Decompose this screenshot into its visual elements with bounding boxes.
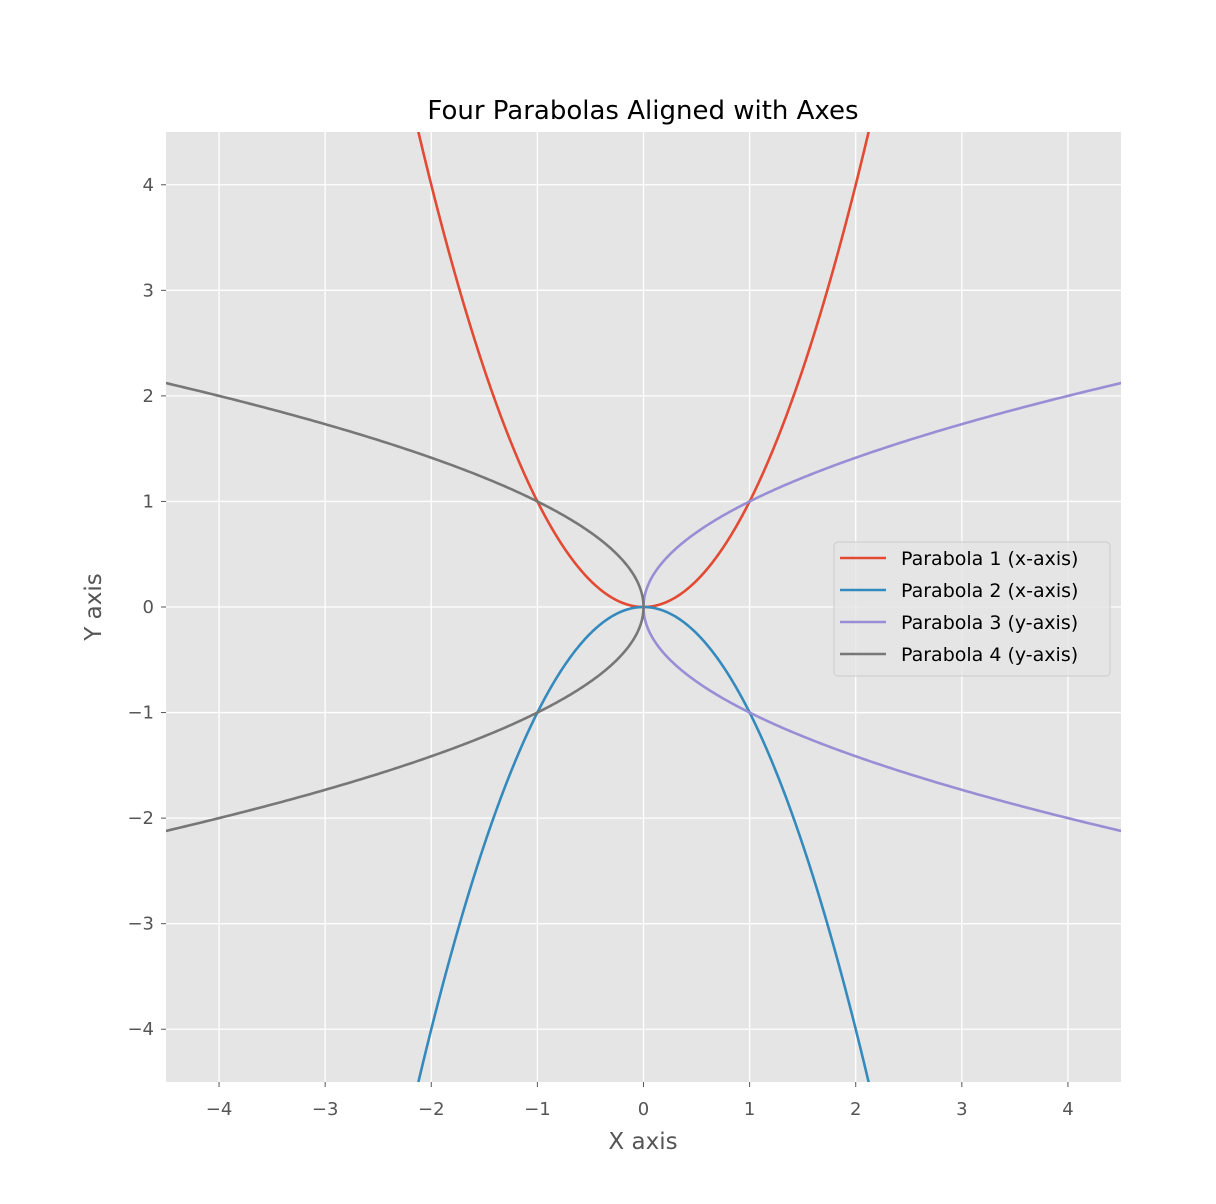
y-tick-label: −2 xyxy=(127,808,154,829)
x-tick-label: 2 xyxy=(850,1099,861,1120)
chart-title: Four Parabolas Aligned with Axes xyxy=(427,96,858,126)
x-tick-label: 0 xyxy=(638,1099,649,1120)
legend-label-4: Parabola 4 (y-axis) xyxy=(901,644,1078,666)
x-tick-label: 4 xyxy=(1062,1099,1073,1120)
x-tick-label: 3 xyxy=(956,1099,967,1120)
y-tick-label: −4 xyxy=(127,1019,154,1040)
y-tick-label: 0 xyxy=(143,597,154,618)
y-tick-label: 1 xyxy=(143,491,154,512)
x-tick-label: −3 xyxy=(312,1099,339,1120)
series-layer xyxy=(166,132,1121,1082)
legend: Parabola 1 (x-axis) Parabola 2 (x-axis) Pa… xyxy=(833,541,1111,677)
series-line-parabola-4 xyxy=(166,381,645,833)
y-tick-label: 2 xyxy=(143,386,154,407)
y-axis-label: Y axis xyxy=(81,573,107,641)
x-axis-label: X axis xyxy=(608,1129,677,1155)
y-tick-label: −3 xyxy=(127,914,154,935)
x-tick-label: −1 xyxy=(524,1099,551,1120)
y-axis-ticks: −4 −3 −2 −1 0 1 2 3 4 xyxy=(127,175,166,1040)
legend-box xyxy=(833,541,1111,677)
x-axis-ticks: −4 −3 −2 −1 0 1 2 3 4 xyxy=(206,1082,1074,1120)
legend-label-1: Parabola 1 (x-axis) xyxy=(901,548,1078,570)
x-tick-label: 1 xyxy=(744,1099,755,1120)
y-tick-label: 3 xyxy=(143,280,154,301)
y-tick-label: 4 xyxy=(143,175,154,196)
x-tick-label: −4 xyxy=(206,1099,233,1120)
x-tick-label: −2 xyxy=(418,1099,445,1120)
legend-label-2: Parabola 2 (x-axis) xyxy=(901,580,1078,602)
legend-label-3: Parabola 3 (y-axis) xyxy=(901,612,1078,634)
y-tick-label: −1 xyxy=(127,703,154,724)
